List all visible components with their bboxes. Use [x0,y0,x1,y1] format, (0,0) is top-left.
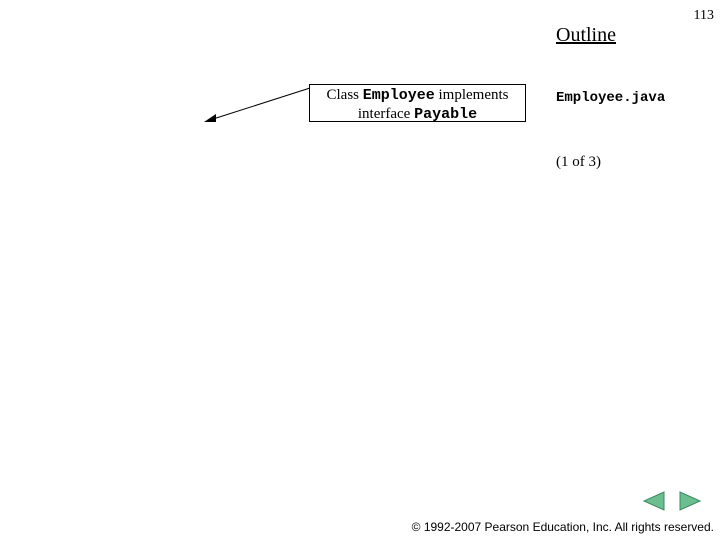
callout-line1-prefix: Class [326,87,362,103]
copyright-text: © 1992-2007 Pearson Education, Inc. All … [412,520,714,534]
nav-buttons [640,490,704,512]
triangle-right-icon [678,491,702,511]
page-number: 113 [694,8,714,24]
callout-arrow [204,86,312,124]
triangle-left-icon [642,491,666,511]
outline-title: Outline [556,24,616,47]
filename-label: Employee.java [556,90,665,106]
callout-line2-prefix: interface [358,106,414,122]
callout-line1-suffix: implements [435,87,509,103]
prev-button[interactable] [640,490,668,512]
callout-line2-code: Payable [414,106,477,123]
callout-box: Class Employee implements interface Paya… [309,84,526,122]
page-of-label: (1 of 3) [556,154,601,171]
next-button[interactable] [676,490,704,512]
callout-line1-code: Employee [363,87,435,104]
